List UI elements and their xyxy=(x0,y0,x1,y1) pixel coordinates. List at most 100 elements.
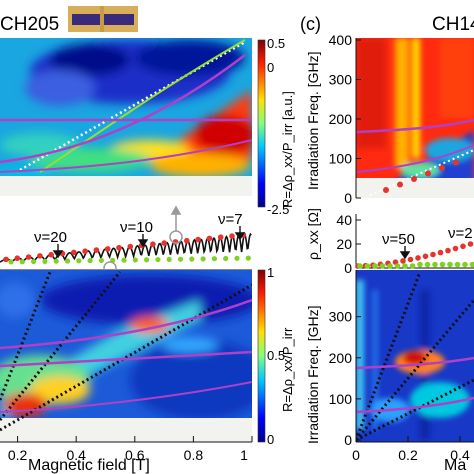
left-sample-title: CH205 xyxy=(0,14,59,35)
y-tick-label: 400 xyxy=(329,32,353,48)
black-dotted-line xyxy=(356,378,474,442)
red-marker xyxy=(460,243,466,250)
left-top-overlays xyxy=(0,39,252,173)
oscillation-markers xyxy=(3,232,251,265)
magenta-guide-line xyxy=(356,144,474,173)
green-marker xyxy=(424,261,431,268)
green-marker xyxy=(447,261,453,268)
filling-factor-label: ν=20 xyxy=(34,229,67,246)
right-bottom-axes: 300 200 100 00 0.2 0.4 xyxy=(329,270,474,463)
colorbar-label: R=Δρ_xx/P_irr [a.u.] xyxy=(280,91,295,208)
magenta-guide-line-upper xyxy=(0,54,246,164)
magenta-guide-line xyxy=(356,118,474,134)
red-marker xyxy=(422,253,429,260)
magenta-guide-line xyxy=(356,396,474,414)
red-marker xyxy=(3,256,9,263)
x-axis-label: Magnetic field [T] xyxy=(28,457,150,474)
red-marker xyxy=(437,249,444,256)
magenta-guide-line-lower xyxy=(0,139,252,173)
green-marker xyxy=(132,257,138,263)
red-marker xyxy=(425,170,431,177)
colorbar-tick: -2.5 xyxy=(267,202,289,217)
red-marker xyxy=(93,247,100,253)
magenta-guide-line xyxy=(0,298,252,350)
filling-factor-label: ν=10 xyxy=(120,219,153,236)
green-marker xyxy=(189,256,195,262)
red-marker xyxy=(415,255,421,261)
filling-factor-arrows xyxy=(399,246,411,260)
x-tick-label: 0.4 xyxy=(66,447,86,463)
white-dotted-guide-line xyxy=(369,149,474,196)
red-marker xyxy=(229,233,235,239)
y-tick-label: 300 xyxy=(329,72,353,88)
red-marker xyxy=(452,245,459,252)
white-dotted-guide-line xyxy=(19,40,246,172)
green-cyclotron-line xyxy=(39,39,246,173)
colorbar-tick: 0 xyxy=(267,60,274,75)
red-data-markers xyxy=(383,159,459,193)
green-marker xyxy=(121,257,127,263)
y-tick-label: 20 xyxy=(336,236,352,252)
red-marker xyxy=(206,235,213,242)
filling-factor-label: ν=50 xyxy=(382,231,415,248)
sample-image xyxy=(68,6,138,32)
green-marker xyxy=(200,256,206,262)
green-marker xyxy=(409,263,416,269)
filling-factor-label: ν=7 xyxy=(218,211,243,228)
y-tick-label: 200 xyxy=(329,350,353,366)
green-marker xyxy=(364,263,371,269)
x-axis-label: Ma xyxy=(444,457,466,474)
green-marker xyxy=(42,258,48,264)
panel-label-c: (c) xyxy=(300,14,321,34)
red-marker xyxy=(467,241,474,247)
colorbar-tick: 0.5 xyxy=(267,36,285,51)
colorbar-tick: 1 xyxy=(267,265,274,280)
green-marker xyxy=(245,255,251,261)
left-bottom-colorbar: 1 0.5 0 R=Δρ_xx/P_irr xyxy=(257,265,295,447)
red-marker xyxy=(439,165,445,171)
green-marker xyxy=(439,261,446,268)
colorbar-label: R=Δρ_xx/P_irr xyxy=(280,327,295,412)
y-tick-label: 40 xyxy=(336,212,352,228)
green-marker xyxy=(454,261,461,268)
red-marker xyxy=(445,247,451,254)
right-sample-title: CH14 xyxy=(432,14,474,35)
green-marker xyxy=(469,261,474,268)
x-tick-label: 0.6 xyxy=(125,447,145,463)
red-marker xyxy=(217,234,224,241)
magenta-guide-line xyxy=(0,381,252,413)
y-axis-label: Irradiation Freq. [GHz] xyxy=(305,52,321,191)
colorbar-tick: 0.5 xyxy=(267,348,285,363)
black-dotted-line xyxy=(0,283,252,432)
y-axis-label: ρ_xx [Ω] xyxy=(305,208,321,260)
left-top-colorbar: 0.5 0 -2.5 R=Δρ_xx/P_irr [a.u.] xyxy=(257,36,295,217)
y-tick-label: 300 xyxy=(329,309,353,325)
green-marker xyxy=(64,258,71,264)
magenta-guide-line xyxy=(356,356,474,370)
red-marker xyxy=(127,243,134,250)
green-marker xyxy=(387,263,393,269)
black-dotted-line xyxy=(0,271,122,421)
red-marker xyxy=(453,159,459,166)
green-marker xyxy=(402,263,408,269)
red-marker xyxy=(104,246,111,252)
green-marker xyxy=(8,259,14,265)
filling-factor-arrows xyxy=(52,226,246,259)
green-marker xyxy=(372,263,378,269)
x-tick-label: 0.4 xyxy=(450,447,470,463)
colorbar-tick: 0 xyxy=(267,432,274,447)
red-marker xyxy=(430,251,436,258)
green-marker xyxy=(30,258,37,265)
green-marker xyxy=(379,263,386,269)
red-marker xyxy=(71,249,77,256)
left-top-heatmap xyxy=(0,38,252,196)
red-marker xyxy=(195,236,201,243)
red-marker xyxy=(161,240,167,246)
y-tick-label: 200 xyxy=(329,111,353,127)
red-marker xyxy=(407,256,414,263)
x-tick-label: 0.2 xyxy=(398,447,418,463)
green-marker xyxy=(19,259,25,265)
green-marker xyxy=(87,258,93,264)
green-marker xyxy=(177,256,184,262)
green-marker xyxy=(462,261,468,268)
